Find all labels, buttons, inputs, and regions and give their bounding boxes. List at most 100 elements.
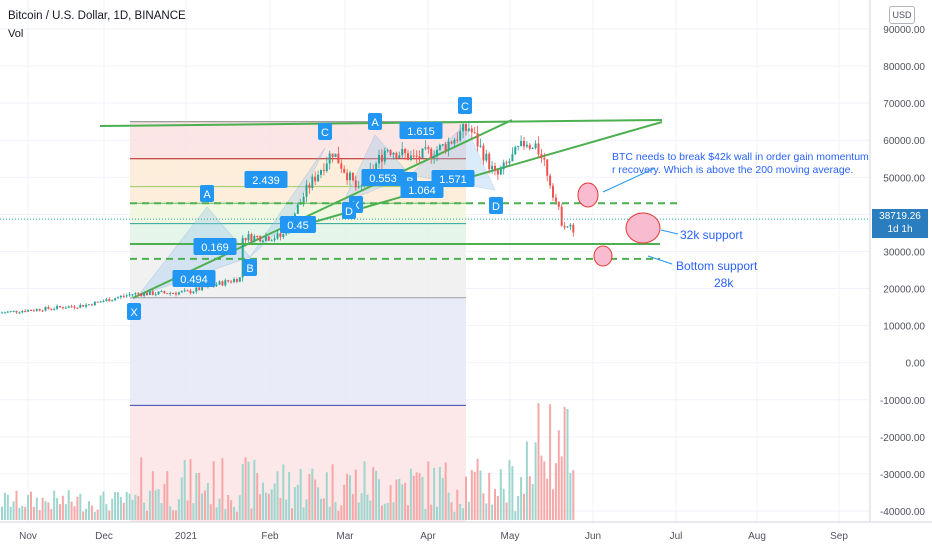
candle-body <box>308 184 311 189</box>
candle-body <box>276 233 279 239</box>
pattern-point-label: D <box>492 201 500 213</box>
volume-bar <box>76 496 79 520</box>
volume-bar <box>462 508 465 520</box>
pattern-point-label: C <box>461 101 469 113</box>
volume-bar <box>163 483 166 520</box>
volume-bar <box>520 477 523 520</box>
candle-body <box>134 293 137 295</box>
volume-bar <box>279 497 282 520</box>
candle-body <box>9 311 12 313</box>
candle-body <box>230 281 233 283</box>
candle-body <box>102 301 105 303</box>
volume-bar <box>485 503 488 520</box>
candle-body <box>317 174 320 182</box>
volume-bar <box>349 475 351 520</box>
price-axis[interactable]: 90000.00 80000.00 70000.00 60000.00 50000.00… <box>869 0 932 550</box>
volume-bar <box>241 463 244 520</box>
volume-bar <box>415 472 418 520</box>
time-axis[interactable]: Nov Dec 2021 Feb Mar Apr May Jun Jul Aug Sep <box>0 521 932 542</box>
volume-bar <box>47 502 50 520</box>
volume-bar <box>354 469 357 520</box>
candle-body <box>177 292 180 295</box>
annotation-42k-line1: BTC needs to break $42k wall in order ga… <box>612 151 881 163</box>
volume-bar <box>351 494 354 520</box>
candle-body <box>523 141 525 147</box>
price-axis-tick: -40000.00 <box>880 507 925 518</box>
arrow-28k <box>647 255 673 265</box>
candle-body <box>360 185 363 187</box>
volume-bar <box>105 504 108 520</box>
time-axis-tick: May <box>501 531 520 542</box>
candle-body <box>349 172 351 181</box>
volume-bar <box>549 404 552 520</box>
volume-bar <box>409 468 412 520</box>
candle-body <box>192 291 195 294</box>
candle-body <box>183 290 186 292</box>
ratio-label: 0.553 <box>369 173 397 185</box>
volume-bar <box>322 498 325 520</box>
volume-bar <box>169 506 172 520</box>
price-axis-tick: 70000.00 <box>883 99 925 110</box>
volume-bar <box>395 479 398 520</box>
price-axis-tick: 10000.00 <box>883 322 925 333</box>
volume-bar <box>67 490 70 520</box>
candle-body <box>88 304 90 306</box>
time-axis-tick: Aug <box>748 531 766 542</box>
candle-body <box>418 156 421 159</box>
candle-body <box>389 150 392 155</box>
volume-bar <box>540 455 543 520</box>
volume-bar <box>320 498 322 520</box>
volume-bar <box>267 493 270 520</box>
volume-bar <box>505 502 508 520</box>
volume-indicator-label[interactable]: Vol <box>8 28 24 40</box>
candle-body <box>337 153 340 164</box>
pattern-point-marker <box>127 303 141 320</box>
candle-body <box>302 196 305 203</box>
candle-body <box>572 224 575 233</box>
volume-bar <box>151 471 154 520</box>
candle-body <box>247 234 250 241</box>
candle-body <box>470 128 473 133</box>
volume-bar <box>175 510 177 520</box>
candle-body <box>195 287 198 292</box>
volume-bar <box>499 469 502 520</box>
time-axis-tick: Jun <box>585 531 601 542</box>
candle-body <box>235 279 238 282</box>
volume-bar <box>235 511 238 520</box>
volume-bar <box>102 491 105 520</box>
pattern-point-marker <box>200 185 214 202</box>
volume-bar <box>436 506 438 520</box>
volume-bar <box>537 403 540 520</box>
pattern-labels: XABCXABCDD0.4940.1690.452.4390.5531.0641… <box>127 97 503 320</box>
volume-bar <box>473 471 476 520</box>
candle-body <box>325 163 328 172</box>
candle-body <box>531 148 534 150</box>
candle-body <box>450 141 453 144</box>
volume-bar <box>50 509 53 520</box>
candle-body <box>99 301 102 303</box>
candle-body <box>496 170 499 175</box>
volume-bar <box>317 487 320 520</box>
volume-bar <box>6 494 9 520</box>
volume-bar <box>343 484 346 520</box>
candle-body <box>224 280 227 286</box>
candle-body <box>433 156 436 158</box>
volume-bar <box>128 493 131 520</box>
highlight-circle-32k <box>625 212 661 244</box>
candle-body <box>79 304 82 308</box>
volume-bar <box>35 497 38 520</box>
volume-bar <box>117 492 119 520</box>
volume-bar <box>465 476 467 520</box>
candle-body <box>50 308 53 310</box>
currency-button[interactable]: USD <box>889 6 915 24</box>
candle-body <box>61 307 64 309</box>
candle-body <box>201 285 204 291</box>
candle-body <box>47 306 50 309</box>
candle-body <box>494 165 496 171</box>
candle-body <box>378 154 380 164</box>
candle-body <box>441 144 444 146</box>
fib-zone <box>130 297 466 406</box>
candle-body <box>436 149 438 157</box>
candle-body <box>218 281 221 285</box>
